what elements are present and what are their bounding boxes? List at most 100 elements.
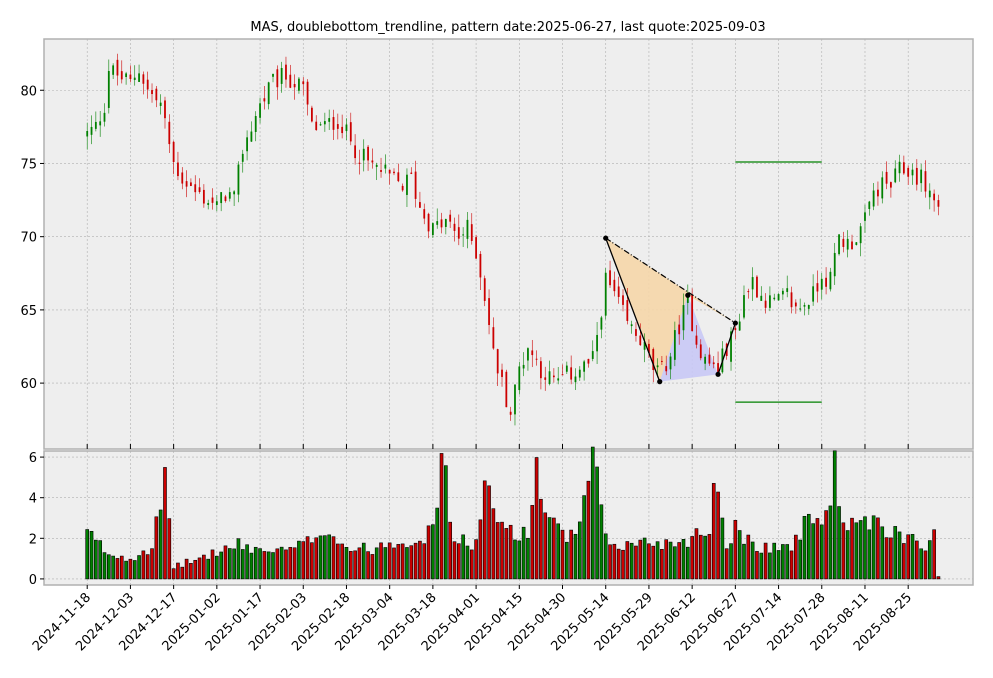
volume-grid — [44, 451, 973, 585]
volume-bars — [85, 446, 941, 580]
volume-bar — [880, 526, 885, 580]
candle-body — [600, 317, 603, 330]
candle-body — [570, 367, 573, 380]
volume-bar — [426, 525, 431, 580]
candle-body — [310, 107, 313, 122]
volume-bar — [599, 504, 604, 580]
candle-body — [427, 213, 430, 232]
volume-bar — [858, 520, 863, 580]
candle-body — [190, 182, 192, 186]
volume-bar — [927, 540, 932, 580]
candle-body — [911, 169, 914, 176]
volume-bar — [379, 542, 383, 580]
candle-body — [561, 374, 564, 376]
candle-body — [103, 112, 106, 122]
pattern-point — [657, 379, 663, 385]
volume-bar — [547, 517, 552, 580]
candle-body — [613, 279, 616, 292]
candle-body — [436, 221, 439, 225]
price-tick-label: 60 — [20, 377, 37, 392]
volume-bar — [219, 551, 223, 580]
candle-body — [276, 69, 279, 88]
volume-bar — [487, 485, 491, 580]
candle-body — [224, 196, 227, 202]
volume-bar — [759, 552, 764, 580]
candle-body — [254, 116, 257, 132]
volume-bar — [132, 560, 137, 580]
candle-body — [596, 334, 598, 352]
price-tick-label: 80 — [20, 84, 37, 99]
volume-bar — [755, 551, 759, 580]
candle-body — [120, 71, 123, 80]
candle-body — [522, 364, 525, 369]
candle-body — [94, 121, 97, 129]
volume-tick-label: 2 — [29, 532, 37, 547]
volume-bar — [171, 568, 176, 580]
candle-body — [518, 366, 521, 391]
volume-bar — [698, 534, 703, 580]
volume-bar — [89, 531, 94, 580]
candle-body — [790, 292, 793, 308]
volume-bar — [789, 550, 794, 580]
candle-body — [129, 74, 132, 80]
pattern-point — [685, 292, 691, 298]
volume-bar — [413, 542, 418, 580]
candle-body — [717, 363, 719, 373]
volume-bar — [919, 548, 923, 580]
candle-body — [336, 124, 339, 129]
candle-body — [587, 358, 590, 364]
volume-tick-label: 4 — [29, 492, 37, 507]
volume-bar — [677, 542, 681, 580]
volume-bar — [318, 535, 323, 580]
candle-body — [552, 375, 555, 378]
candle-body — [868, 201, 871, 210]
candle-body — [514, 384, 516, 415]
candle-body — [220, 192, 223, 204]
volume-bar — [647, 543, 651, 580]
candle-body — [263, 98, 266, 102]
candle-body — [142, 74, 145, 84]
volume-bar — [323, 535, 327, 580]
volume-bar — [344, 546, 349, 580]
volume-tick-label: 0 — [29, 573, 37, 588]
volume-bar — [690, 536, 694, 580]
volume-bar — [210, 549, 215, 580]
volume-bar — [301, 541, 306, 580]
candle-body — [328, 118, 331, 122]
candle-body — [285, 64, 287, 80]
volume-bar — [798, 539, 802, 580]
volume-bar — [305, 536, 310, 580]
volume-bar — [279, 546, 284, 580]
volume-bar — [508, 524, 513, 580]
volume-bar — [521, 526, 526, 580]
candle-body — [686, 294, 689, 303]
volume-bar — [915, 540, 919, 580]
volume-bar — [249, 552, 254, 580]
candle-body — [293, 83, 296, 88]
candle-body — [704, 356, 707, 364]
candle-body — [540, 361, 542, 379]
volume-bar — [465, 545, 470, 580]
candle-body — [743, 295, 745, 318]
candle-body — [820, 278, 823, 290]
candle-body — [898, 161, 901, 174]
candle-body — [362, 148, 365, 161]
volume-bar — [694, 528, 699, 580]
volume-bar — [539, 498, 543, 580]
candle-body — [915, 167, 918, 185]
candle-body — [846, 238, 849, 250]
candle-body — [872, 190, 875, 207]
volume-bar — [577, 521, 582, 580]
candle-body — [937, 200, 940, 207]
candle-body — [786, 288, 789, 292]
volume-bar — [258, 548, 262, 580]
candle-body — [116, 59, 119, 76]
volume-bar — [897, 531, 902, 580]
candle-body — [423, 209, 426, 219]
candle-body — [492, 327, 495, 349]
volume-bar — [366, 551, 370, 580]
volume-bar — [405, 547, 409, 580]
candle-body — [773, 297, 776, 300]
volume-bar — [906, 534, 910, 580]
candle-body — [652, 348, 655, 371]
